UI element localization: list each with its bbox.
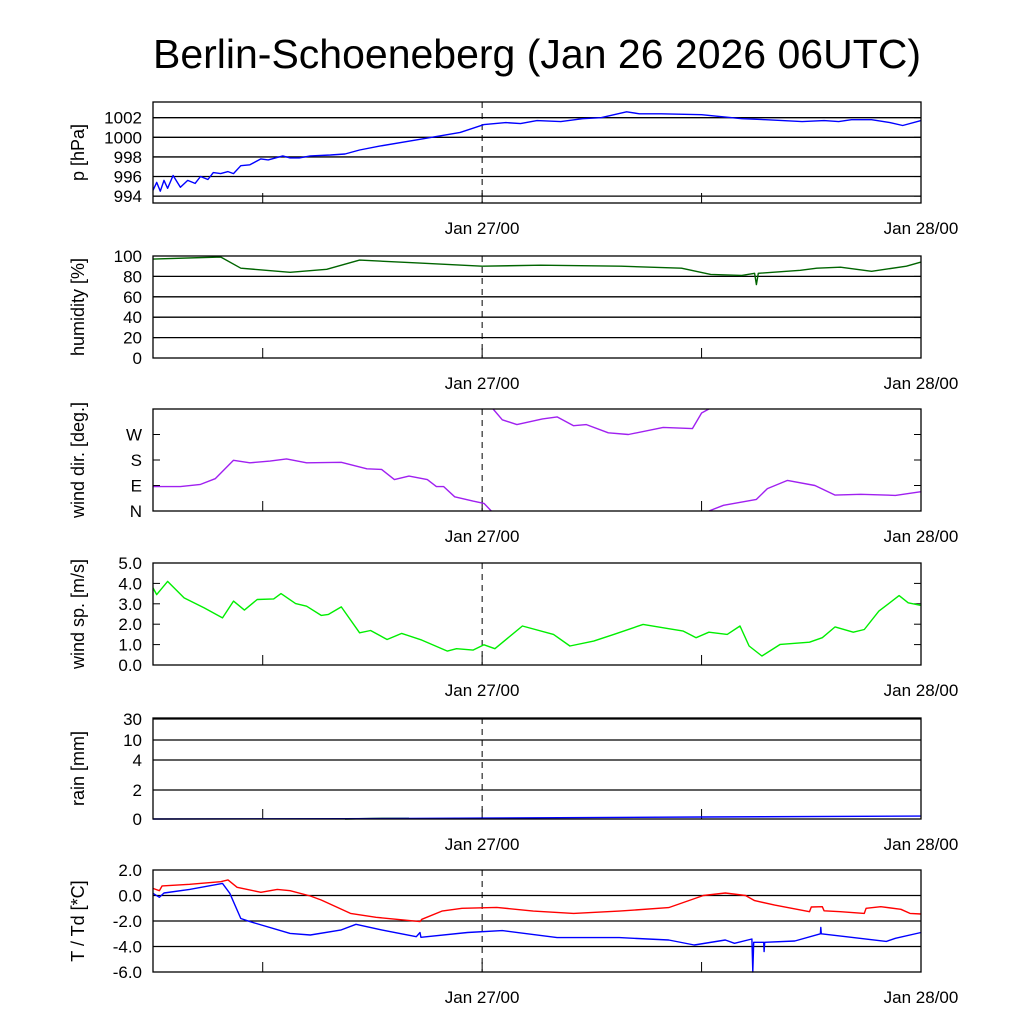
y-tick-label: -2.0 [113,912,142,931]
x-tick-label: Jan 27/00 [445,527,520,546]
panel-wind_speed: 0.01.0 2.03.0 4.05.0 wind sp. [m/s] Jan 27/0… [68,554,958,700]
y-tick-label: W [126,426,142,445]
y-tick-label: 996 [114,168,142,187]
x-tick-label: Jan 28/00 [884,527,959,546]
x-tick-label: Jan 28/00 [884,219,959,238]
series-wind-speed [152,580,922,657]
plot-frame [152,408,922,512]
x-tick-label: Jan 27/00 [445,835,520,854]
y-tick-label: 0.0 [118,887,142,906]
y-tick-label: E [131,477,142,496]
y-tick-label: 1000 [104,128,142,147]
y-tick-label: 2.0 [118,615,142,634]
y-axis-label: rain [mm] [68,731,88,806]
y-tick-label: 3.0 [118,595,142,614]
x-tick-label: Jan 27/00 [445,374,520,393]
plot-frame [152,255,922,359]
chart-title: Berlin-Schoeneberg (Jan 26 2026 06UTC) [153,31,921,77]
x-tick-label: Jan 27/00 [445,219,520,238]
panel-rain: 0 2 410 30 rain [mm] Jan 27/00 Jan 28/00 [68,710,958,854]
y-tick-label: 0 [133,810,142,829]
x-tick-label: Jan 28/00 [884,374,959,393]
y-tick-label: -4.0 [113,938,142,957]
y-tick-label: N [130,502,142,521]
x-tick-label: Jan 27/00 [445,988,520,1007]
y-axis-label: wind dir. [deg.] [68,402,88,519]
y-tick-label: -6.0 [113,963,142,982]
y-tick-label: 5.0 [118,554,142,573]
series-pressure [152,111,922,192]
y-tick-label: 2.0 [118,861,142,880]
panel-temperature: -6.0 -4.0 -2.0 0.0 2.0 T / Td [*C] Jan 27/00 Ja… [68,861,958,1007]
y-tick-label: 4 [133,751,142,770]
plot-frame [152,869,922,973]
y-tick-label: 30 [123,710,142,729]
y-axis-label: wind sp. [m/s] [68,559,88,670]
y-tick-label: 4.0 [118,574,142,593]
x-tick-label: Jan 28/00 [884,988,959,1007]
y-tick-label: S [131,451,142,470]
y-tick-label: 0 [133,349,142,368]
y-tick-label: 40 [123,308,142,327]
series-humidity [152,256,922,286]
y-tick-label: 10 [123,731,142,750]
series-td [152,882,922,973]
y-axis-label: T / Td [*C] [68,880,88,961]
y-tick-label: 1002 [104,109,142,128]
y-tick-label: 2 [133,781,142,800]
plot-frame [152,101,922,204]
y-tick-label: 20 [123,329,142,348]
y-tick-label: 0.0 [118,656,142,675]
x-tick-label: Jan 28/00 [884,835,959,854]
x-tick-label: Jan 27/00 [445,681,520,700]
y-axis-label: p [hPa] [68,124,88,181]
y-tick-label: 1.0 [118,636,142,655]
y-axis-label: humidity [%] [68,258,88,356]
x-tick-label: Jan 28/00 [884,681,959,700]
y-tick-label: 100 [114,247,142,266]
series-t [152,879,922,923]
y-tick-label: 80 [123,267,142,286]
y-tick-label: 994 [114,187,142,206]
y-tick-label: 60 [123,288,142,307]
plot-frame [152,562,922,666]
y-tick-label: 998 [114,148,142,167]
series-wind-direction [153,408,922,512]
plot-frame [152,717,922,820]
